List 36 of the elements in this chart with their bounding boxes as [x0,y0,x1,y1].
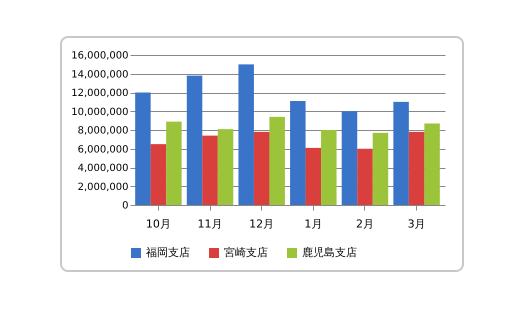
bar [218,129,234,205]
bar [238,64,254,205]
x-tick-label: 12月 [249,218,274,230]
x-tick-label: 1月 [304,218,322,230]
y-tick-label: 8,000,000 [78,126,128,136]
x-tick-label: 2月 [356,218,374,230]
y-tick-label: 12,000,000 [71,88,128,99]
bar [186,76,202,205]
legend-label: 鹿児島支店 [302,246,357,259]
bar [306,148,322,205]
y-tick-label: 6,000,000 [78,144,128,156]
y-tick-label: 16,000,000 [71,50,128,62]
bar [393,102,409,205]
y-tick-label: 0 [122,200,128,212]
bar [290,100,306,205]
x-tick-label: 10月 [146,218,171,230]
bar [357,148,373,205]
bar [166,122,182,205]
bar [408,132,424,205]
bar [321,130,337,205]
bar [372,132,388,205]
bar [202,136,218,205]
bar [150,144,166,205]
x-tick-label: 3月 [408,218,426,230]
bar [424,123,440,205]
y-tick-label: 4,000,000 [78,163,128,174]
bar [269,116,285,205]
y-tick-label: 10,000,000 [71,106,128,118]
legend-label: 宮崎支店 [224,246,268,259]
bar [135,92,151,205]
bar [342,111,358,205]
y-tick-label: 2,000,000 [78,182,128,193]
legend-label: 福岡支店 [146,246,190,259]
x-tick-label: 11月 [198,218,223,230]
y-tick-label: 14,000,000 [71,69,128,80]
bar [254,132,270,205]
